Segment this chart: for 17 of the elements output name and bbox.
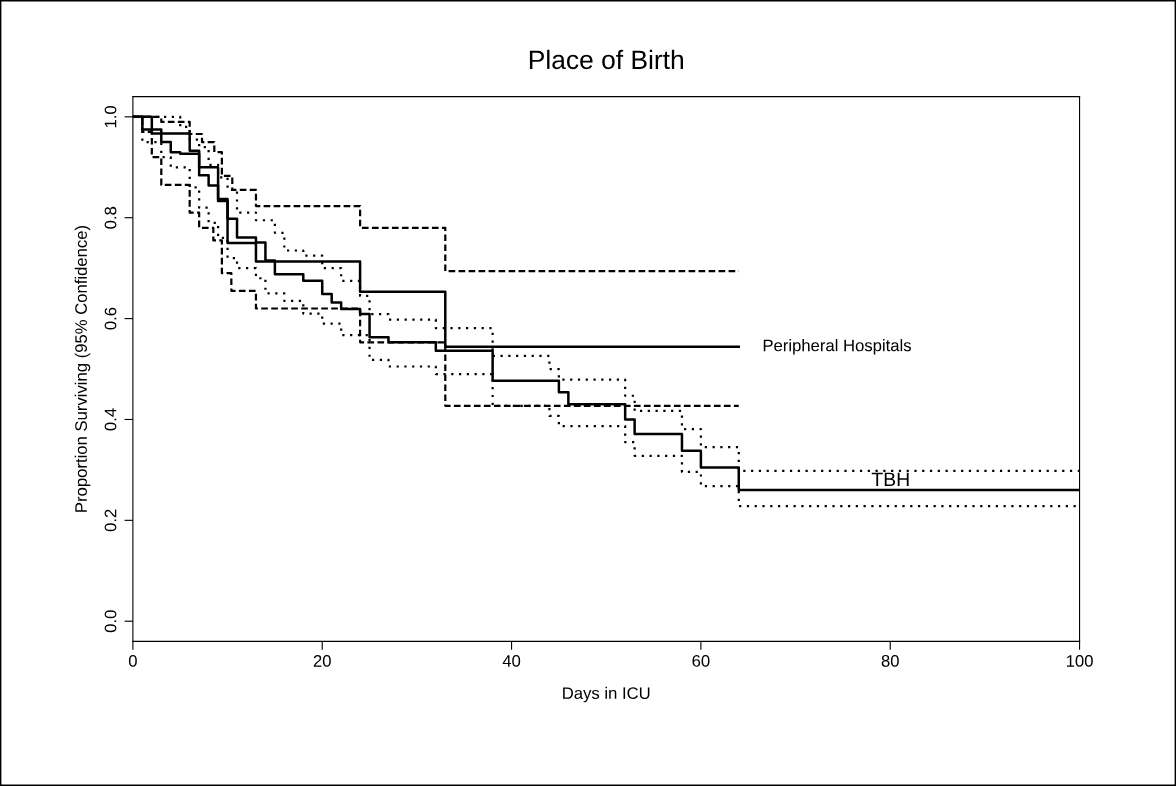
series-label: TBH (871, 472, 909, 487)
x-tick-label: 40 (502, 655, 521, 667)
y-tick-label: 0.4 (104, 408, 117, 431)
series-label: Peripheral Hospitals (763, 339, 911, 355)
x-tick-label: 60 (692, 655, 710, 667)
y-tick-label: 1.0 (104, 105, 117, 128)
x-tick-label: 100 (1066, 655, 1093, 667)
x-tick-label: 0 (128, 655, 137, 667)
y-axis-title: Proportion Surviving (95% Confidence) (74, 226, 91, 512)
x-axis-title: Days in ICU (563, 686, 650, 703)
x-tick-label: 80 (881, 655, 899, 667)
y-tick-label: 0.6 (104, 307, 117, 330)
y-tick-label: 0.8 (104, 206, 117, 229)
y-tick-label: 0.2 (104, 509, 117, 532)
y-tick-label: 0.0 (104, 610, 117, 633)
chart-title: Place of Birth (529, 49, 683, 70)
x-tick-label: 20 (313, 655, 331, 667)
